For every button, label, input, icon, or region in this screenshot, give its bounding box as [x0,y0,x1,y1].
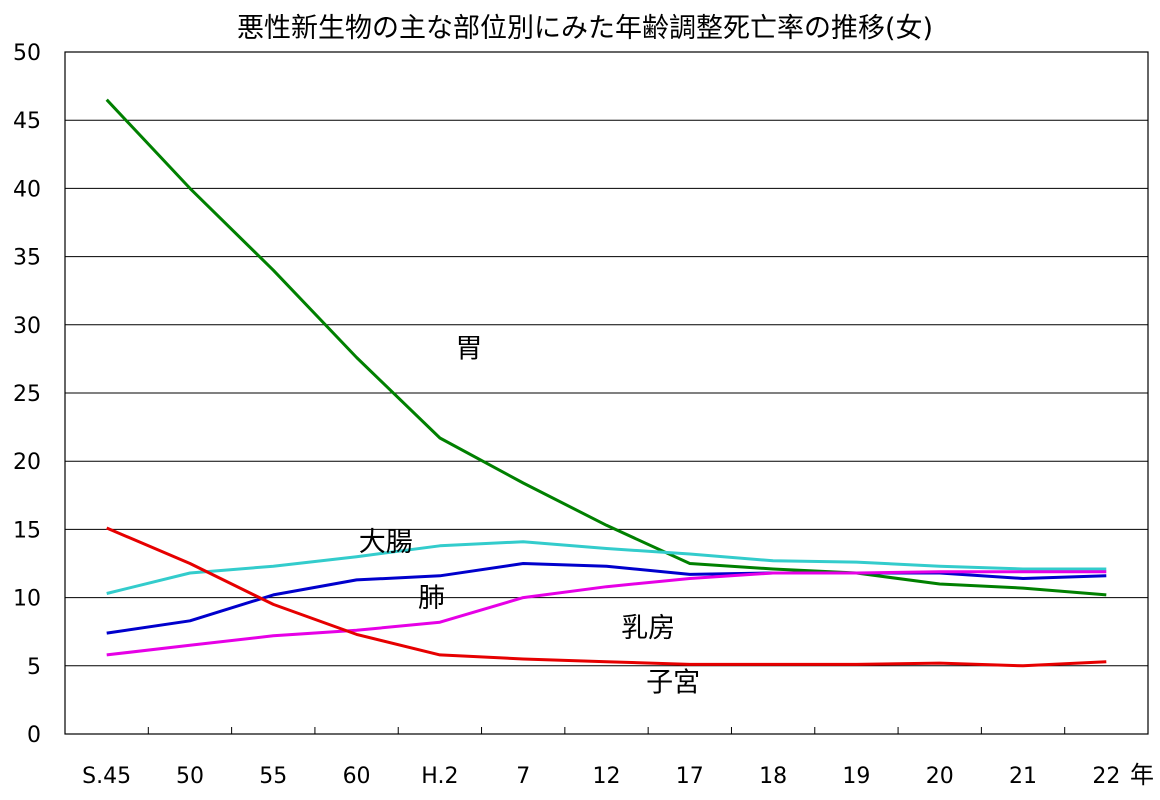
x-tick-label: 60 [343,764,371,789]
y-tick-label: 45 [13,109,41,134]
y-tick-label: 15 [13,518,41,543]
gridlines [65,119,1148,667]
series-label: 大腸 [359,527,413,558]
series-label: 肺 [418,583,445,614]
x-axis-unit: 年 [1130,761,1154,789]
y-tick-label: 25 [13,382,41,407]
series-label: 胃 [456,334,483,365]
series-line-2 [106,562,1107,635]
series-label: 子宮 [646,668,700,699]
y-tick-label: 40 [13,177,41,202]
plot-area [64,51,1149,735]
y-tick-label: 5 [27,655,41,680]
y-axis: 0 5 10 15 20 25 30 35 40 45 50 [13,41,41,748]
x-tick-label: 7 [516,764,530,789]
x-tick-label: 17 [676,764,704,789]
y-tick-label: 30 [13,314,41,339]
y-tick-label: 50 [13,41,41,66]
x-tick-label: 21 [1009,764,1037,789]
y-tick-label: 35 [13,246,41,271]
x-tick-label: 19 [842,764,870,789]
series-label: 乳房 [621,613,675,644]
x-tick-label: 55 [259,764,287,789]
series-line-0 [105,98,1107,597]
series-lines [105,98,1107,668]
x-axis: S.45 50 55 60 H.2 7 12 17 18 19 20 21 22 [82,727,1120,789]
x-tick-label: 50 [176,764,204,789]
series-line-3 [106,570,1107,657]
x-tick-label: 12 [593,764,621,789]
x-tick-label: 18 [759,764,787,789]
series-line-1 [106,540,1107,595]
chart-title: 悪性新生物の主な部位別にみた年齢調整死亡率の推移(女) [237,13,933,44]
y-tick-label: 10 [13,587,41,612]
x-tick-label: 20 [926,764,954,789]
x-tick-label: 22 [1092,764,1120,789]
series-line-4 [106,526,1107,668]
y-tick-label: 20 [13,450,41,475]
x-tick-label: S.45 [82,764,131,789]
y-tick-label: 0 [27,723,41,748]
x-tick-label: H.2 [421,764,458,789]
